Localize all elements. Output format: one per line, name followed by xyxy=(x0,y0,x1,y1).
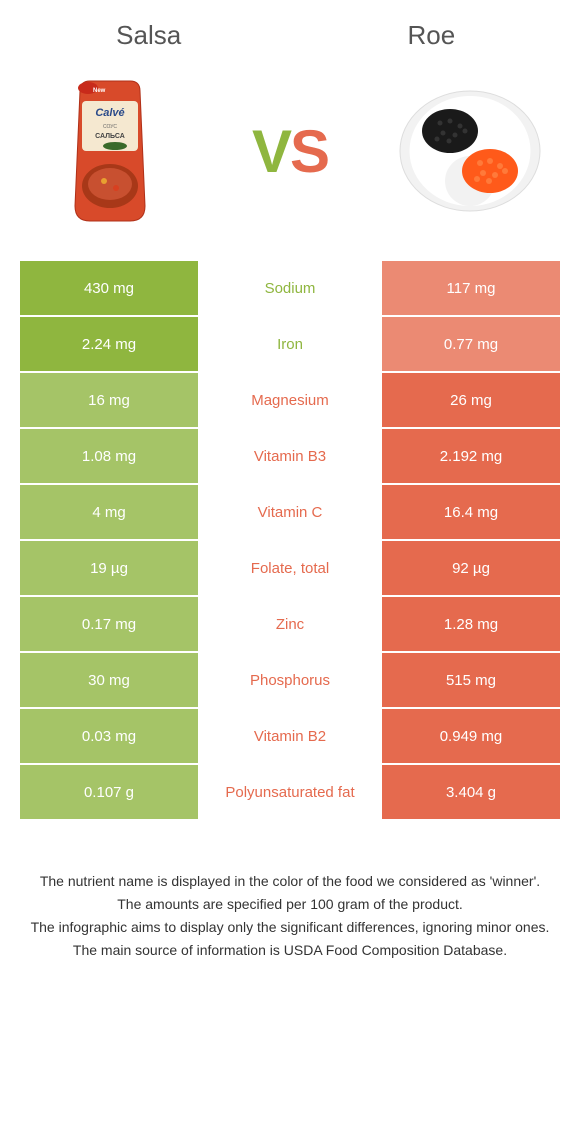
images-row: New Calvé СОУС САЛЬСА VS xyxy=(0,61,580,251)
table-row: 19 µgFolate, total92 µg xyxy=(20,541,560,597)
cell-nutrient-name: Vitamin B3 xyxy=(198,429,382,483)
salsa-image: New Calvé СОУС САЛЬСА xyxy=(30,71,190,231)
table-row: 0.03 mgVitamin B20.949 mg xyxy=(20,709,560,765)
cell-right-value: 117 mg xyxy=(382,261,560,315)
cell-right-value: 16.4 mg xyxy=(382,485,560,539)
food-title-right: Roe xyxy=(323,20,540,51)
cell-nutrient-name: Vitamin B2 xyxy=(198,709,382,763)
roe-image xyxy=(390,71,550,231)
cell-right-value: 3.404 g xyxy=(382,765,560,819)
cell-right-value: 0.77 mg xyxy=(382,317,560,371)
table-row: 1.08 mgVitamin B32.192 mg xyxy=(20,429,560,485)
cell-left-value: 2.24 mg xyxy=(20,317,198,371)
cell-nutrient-name: Zinc xyxy=(198,597,382,651)
cell-nutrient-name: Folate, total xyxy=(198,541,382,595)
cell-right-value: 1.28 mg xyxy=(382,597,560,651)
footer-line: The main source of information is USDA F… xyxy=(30,940,550,961)
table-row: 16 mgMagnesium26 mg xyxy=(20,373,560,429)
cell-nutrient-name: Vitamin C xyxy=(198,485,382,539)
cell-nutrient-name: Phosphorus xyxy=(198,653,382,707)
cell-left-value: 0.107 g xyxy=(20,765,198,819)
cell-left-value: 430 mg xyxy=(20,261,198,315)
svg-text:САЛЬСА: САЛЬСА xyxy=(95,133,125,140)
food-title-left: Salsa xyxy=(40,20,257,51)
cell-right-value: 0.949 mg xyxy=(382,709,560,763)
svg-text:New: New xyxy=(93,88,106,94)
table-row: 0.107 gPolyunsaturated fat3.404 g xyxy=(20,765,560,821)
cell-left-value: 0.03 mg xyxy=(20,709,198,763)
cell-right-value: 2.192 mg xyxy=(382,429,560,483)
footer-line: The amounts are specified per 100 gram o… xyxy=(30,894,550,915)
cell-left-value: 4 mg xyxy=(20,485,198,539)
table-row: 0.17 mgZinc1.28 mg xyxy=(20,597,560,653)
svg-text:Calvé: Calvé xyxy=(95,107,124,119)
footer-line: The nutrient name is displayed in the co… xyxy=(30,871,550,892)
vs-v: V xyxy=(252,118,290,185)
vs-s: S xyxy=(290,118,328,185)
footer-notes: The nutrient name is displayed in the co… xyxy=(0,831,580,983)
cell-left-value: 30 mg xyxy=(20,653,198,707)
table-row: 4 mgVitamin C16.4 mg xyxy=(20,485,560,541)
cell-left-value: 1.08 mg xyxy=(20,429,198,483)
svg-text:СОУС: СОУС xyxy=(103,124,117,130)
cell-left-value: 0.17 mg xyxy=(20,597,198,651)
vs-label: VS xyxy=(252,117,328,186)
cell-nutrient-name: Polyunsaturated fat xyxy=(198,765,382,819)
cell-left-value: 19 µg xyxy=(20,541,198,595)
footer-line: The infographic aims to display only the… xyxy=(30,917,550,938)
header: Salsa Roe xyxy=(0,0,580,61)
cell-right-value: 515 mg xyxy=(382,653,560,707)
cell-right-value: 92 µg xyxy=(382,541,560,595)
cell-nutrient-name: Iron xyxy=(198,317,382,371)
table-row: 30 mgPhosphorus515 mg xyxy=(20,653,560,709)
cell-left-value: 16 mg xyxy=(20,373,198,427)
table-row: 2.24 mgIron0.77 mg xyxy=(20,317,560,373)
cell-nutrient-name: Magnesium xyxy=(198,373,382,427)
cell-right-value: 26 mg xyxy=(382,373,560,427)
table-row: 430 mgSodium117 mg xyxy=(20,261,560,317)
comparison-table: 430 mgSodium117 mg2.24 mgIron0.77 mg16 m… xyxy=(20,261,560,821)
cell-nutrient-name: Sodium xyxy=(198,261,382,315)
